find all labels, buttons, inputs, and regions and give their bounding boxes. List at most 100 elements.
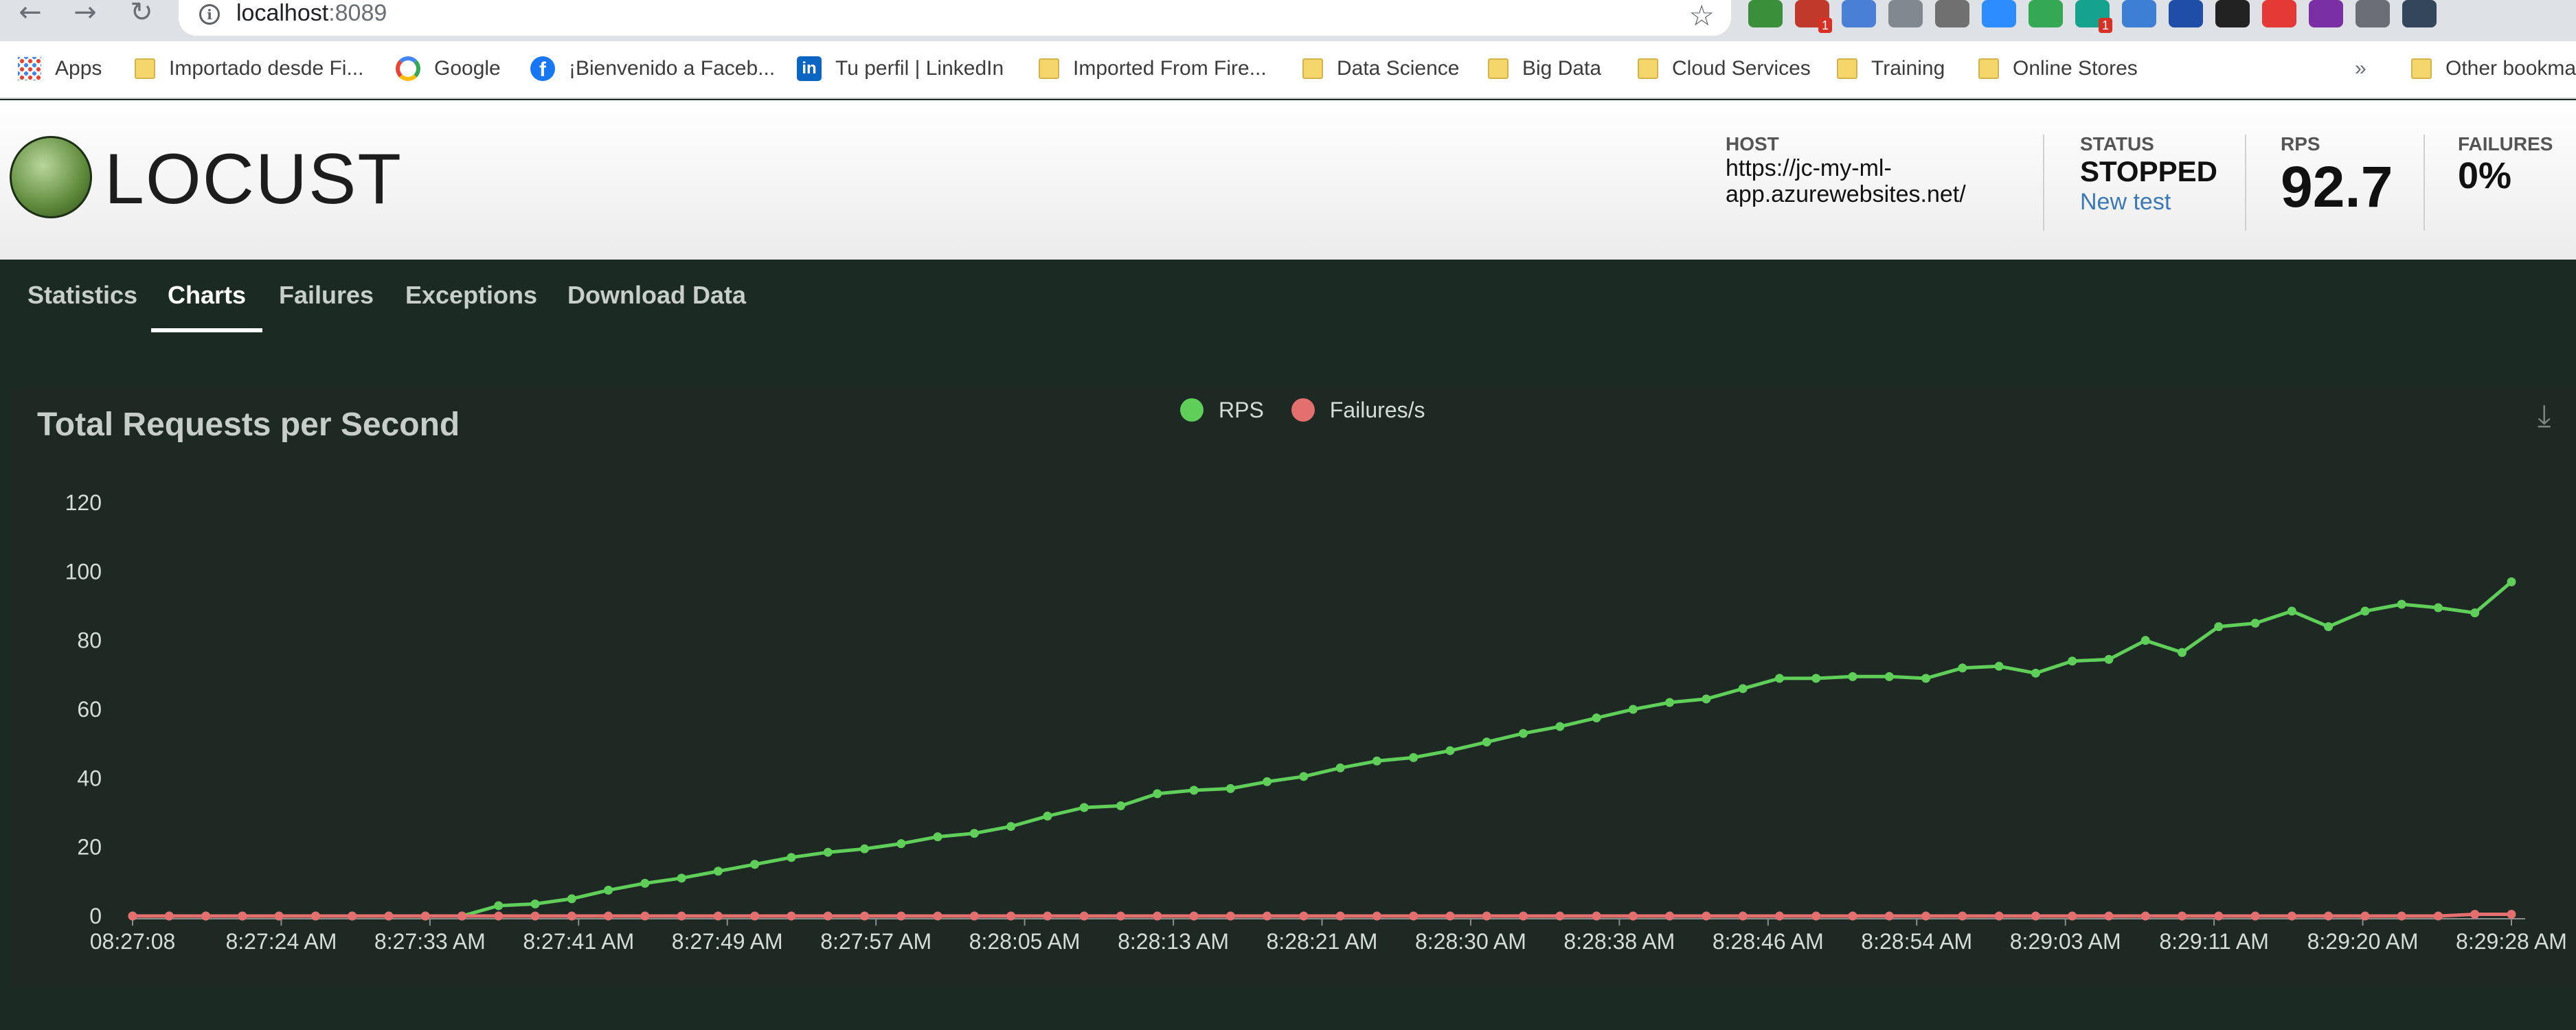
legend-item-rps[interactable]: RPS bbox=[1180, 398, 1264, 423]
url-text[interactable]: localhost:8089 bbox=[236, 0, 387, 26]
data-point-rps bbox=[1811, 674, 1821, 683]
screenshot-extension-icon[interactable] bbox=[1935, 0, 1969, 27]
data-point-rps bbox=[1628, 705, 1638, 714]
chart-panel: 0 20 40 60 80 100 120 08:27:08 8:27:24 AM 8:27:33… bbox=[12, 389, 2576, 986]
extension-badge: 1 bbox=[2098, 18, 2112, 33]
legend-dot-failures bbox=[1291, 398, 1315, 422]
google-icon bbox=[396, 56, 420, 81]
todo-extension-icon[interactable]: 1 bbox=[1795, 0, 1832, 33]
data-point-failures bbox=[1665, 911, 1675, 921]
data-point-failures bbox=[530, 911, 540, 921]
tab-download-data[interactable]: Download Data bbox=[567, 281, 747, 309]
tab-statistics[interactable]: Statistics bbox=[27, 281, 138, 309]
bookmark-imported-firefox[interactable]: Imported From Fire... bbox=[1039, 54, 1267, 84]
data-point-rps bbox=[1482, 737, 1491, 747]
legend-label-rps: RPS bbox=[1219, 397, 1264, 422]
data-point-rps bbox=[1921, 674, 1931, 683]
window-extension-icon[interactable] bbox=[2122, 0, 2156, 27]
data-point-failures bbox=[1189, 911, 1199, 921]
rps-chart: 0 20 40 60 80 100 120 08:27:08 8:27:24 AM 8:27:33… bbox=[65, 490, 2567, 954]
bug-extension-icon[interactable] bbox=[2262, 0, 2296, 27]
x-tick-label: 8:28:54 AM bbox=[1861, 929, 1972, 954]
forward-icon[interactable]: → bbox=[74, 0, 97, 28]
record-extension-icon[interactable] bbox=[1888, 0, 1923, 27]
data-point-rps bbox=[1848, 672, 1857, 681]
bookmark-online-stores[interactable]: Online Stores bbox=[1978, 54, 2138, 84]
sync-extension-icon[interactable] bbox=[2215, 0, 2250, 27]
bookmark-linkedin[interactable]: in Tu perfil | LinkedIn bbox=[797, 54, 1004, 84]
x-tick-label: 8:27:57 AM bbox=[820, 929, 931, 954]
data-point-failures bbox=[2507, 909, 2516, 919]
site-info-icon[interactable]: i bbox=[199, 4, 220, 25]
data-point-failures bbox=[1774, 911, 1784, 921]
data-point-failures bbox=[1702, 911, 1711, 921]
reload-icon[interactable]: ↻ bbox=[130, 0, 153, 28]
drive-extension-icon[interactable] bbox=[2029, 0, 2063, 27]
data-point-rps bbox=[1702, 694, 1711, 704]
data-point-failures bbox=[164, 911, 174, 921]
tab-charts[interactable]: Charts bbox=[168, 281, 247, 309]
bookmark-cloud-services[interactable]: Cloud Services bbox=[1638, 54, 1811, 84]
tab-exceptions[interactable]: Exceptions bbox=[405, 281, 538, 309]
new-test-link[interactable]: New test bbox=[2080, 189, 2171, 215]
folder-icon bbox=[1837, 58, 1857, 79]
data-point-failures bbox=[420, 911, 430, 921]
rps-label: RPS bbox=[2281, 133, 2320, 154]
puzzle-extension-icon[interactable] bbox=[2355, 0, 2390, 27]
data-point-rps bbox=[640, 878, 650, 888]
onenote-extension-icon[interactable] bbox=[2309, 0, 2343, 27]
bookmarks-bar: Apps Importado desde Fi... Google f ¡Bien… bbox=[0, 41, 2576, 99]
download-icon[interactable]: ⤓ bbox=[2538, 398, 2551, 433]
data-point-rps bbox=[1263, 777, 1272, 786]
data-point-failures bbox=[2470, 909, 2480, 919]
x-tick-label: 8:27:49 AM bbox=[672, 929, 783, 954]
data-point-rps bbox=[1884, 672, 1894, 681]
translate-extension-icon[interactable] bbox=[1842, 0, 1876, 27]
linkedin-icon: in bbox=[797, 56, 822, 81]
data-point-failures bbox=[677, 911, 686, 921]
data-point-failures bbox=[2360, 911, 2370, 921]
data-point-failures bbox=[1335, 911, 1345, 921]
zoom-extension-icon[interactable] bbox=[1982, 0, 2016, 27]
y-tick-label: 20 bbox=[77, 835, 102, 860]
back-icon[interactable]: ← bbox=[19, 0, 42, 28]
x-tick-label: 8:29:28 AM bbox=[2456, 929, 2567, 954]
bookmark-importado[interactable]: Importado desde Fi... bbox=[135, 54, 363, 84]
data-point-failures bbox=[1225, 911, 1235, 921]
host-value: https://jc-my-ml-app.azurewebsites.net/ bbox=[1726, 155, 1966, 207]
bookmark-google[interactable]: Google bbox=[396, 54, 501, 84]
bookmark-big-data[interactable]: Big Data bbox=[1488, 54, 1601, 84]
legend-label-failures: Failures/s bbox=[1329, 397, 1425, 422]
x-tick-label: 8:28:30 AM bbox=[1415, 929, 1526, 954]
x-tick-label: 8:28:05 AM bbox=[969, 929, 1081, 954]
data-point-failures bbox=[384, 911, 394, 921]
tab-failures[interactable]: Failures bbox=[279, 281, 374, 309]
chart-title: Total Requests per Second bbox=[37, 407, 460, 443]
data-point-failures bbox=[2250, 911, 2260, 921]
address-bar[interactable]: i localhost:8089 ☆ bbox=[179, 0, 1731, 36]
series-line-failures bbox=[133, 913, 2511, 918]
bookmark-apps[interactable]: Apps bbox=[18, 54, 102, 84]
data-point-failures bbox=[2397, 911, 2406, 921]
bookmark-facebook[interactable]: f ¡Bienvenido a Faceb... bbox=[530, 54, 775, 84]
bookmark-training[interactable]: Training bbox=[1837, 54, 1945, 84]
bookmark-data-science[interactable]: Data Science bbox=[1302, 54, 1459, 84]
y-tick-label: 0 bbox=[89, 904, 102, 928]
malware-extension-icon[interactable] bbox=[2169, 0, 2203, 27]
grammar-extension-icon[interactable]: 1 bbox=[2075, 0, 2112, 33]
bookmarks-overflow-button[interactable]: » bbox=[2355, 57, 2366, 80]
data-point-rps bbox=[1225, 783, 1235, 793]
profile-avatar-icon[interactable] bbox=[2402, 0, 2437, 27]
data-point-rps bbox=[969, 829, 979, 838]
data-point-failures bbox=[2178, 911, 2187, 921]
globe-extension-icon[interactable] bbox=[1748, 0, 1783, 27]
data-point-failures bbox=[1921, 911, 1931, 921]
apps-grid-icon bbox=[18, 57, 41, 80]
legend-item-failures[interactable]: Failures/s bbox=[1291, 398, 1425, 423]
x-tick-label: 8:27:24 AM bbox=[225, 929, 337, 954]
data-point-failures bbox=[2214, 911, 2224, 921]
data-point-failures bbox=[1811, 911, 1821, 921]
bookmark-star-icon[interactable]: ☆ bbox=[1688, 0, 1715, 32]
bookmark-other[interactable]: Other bookma bbox=[2411, 54, 2576, 84]
